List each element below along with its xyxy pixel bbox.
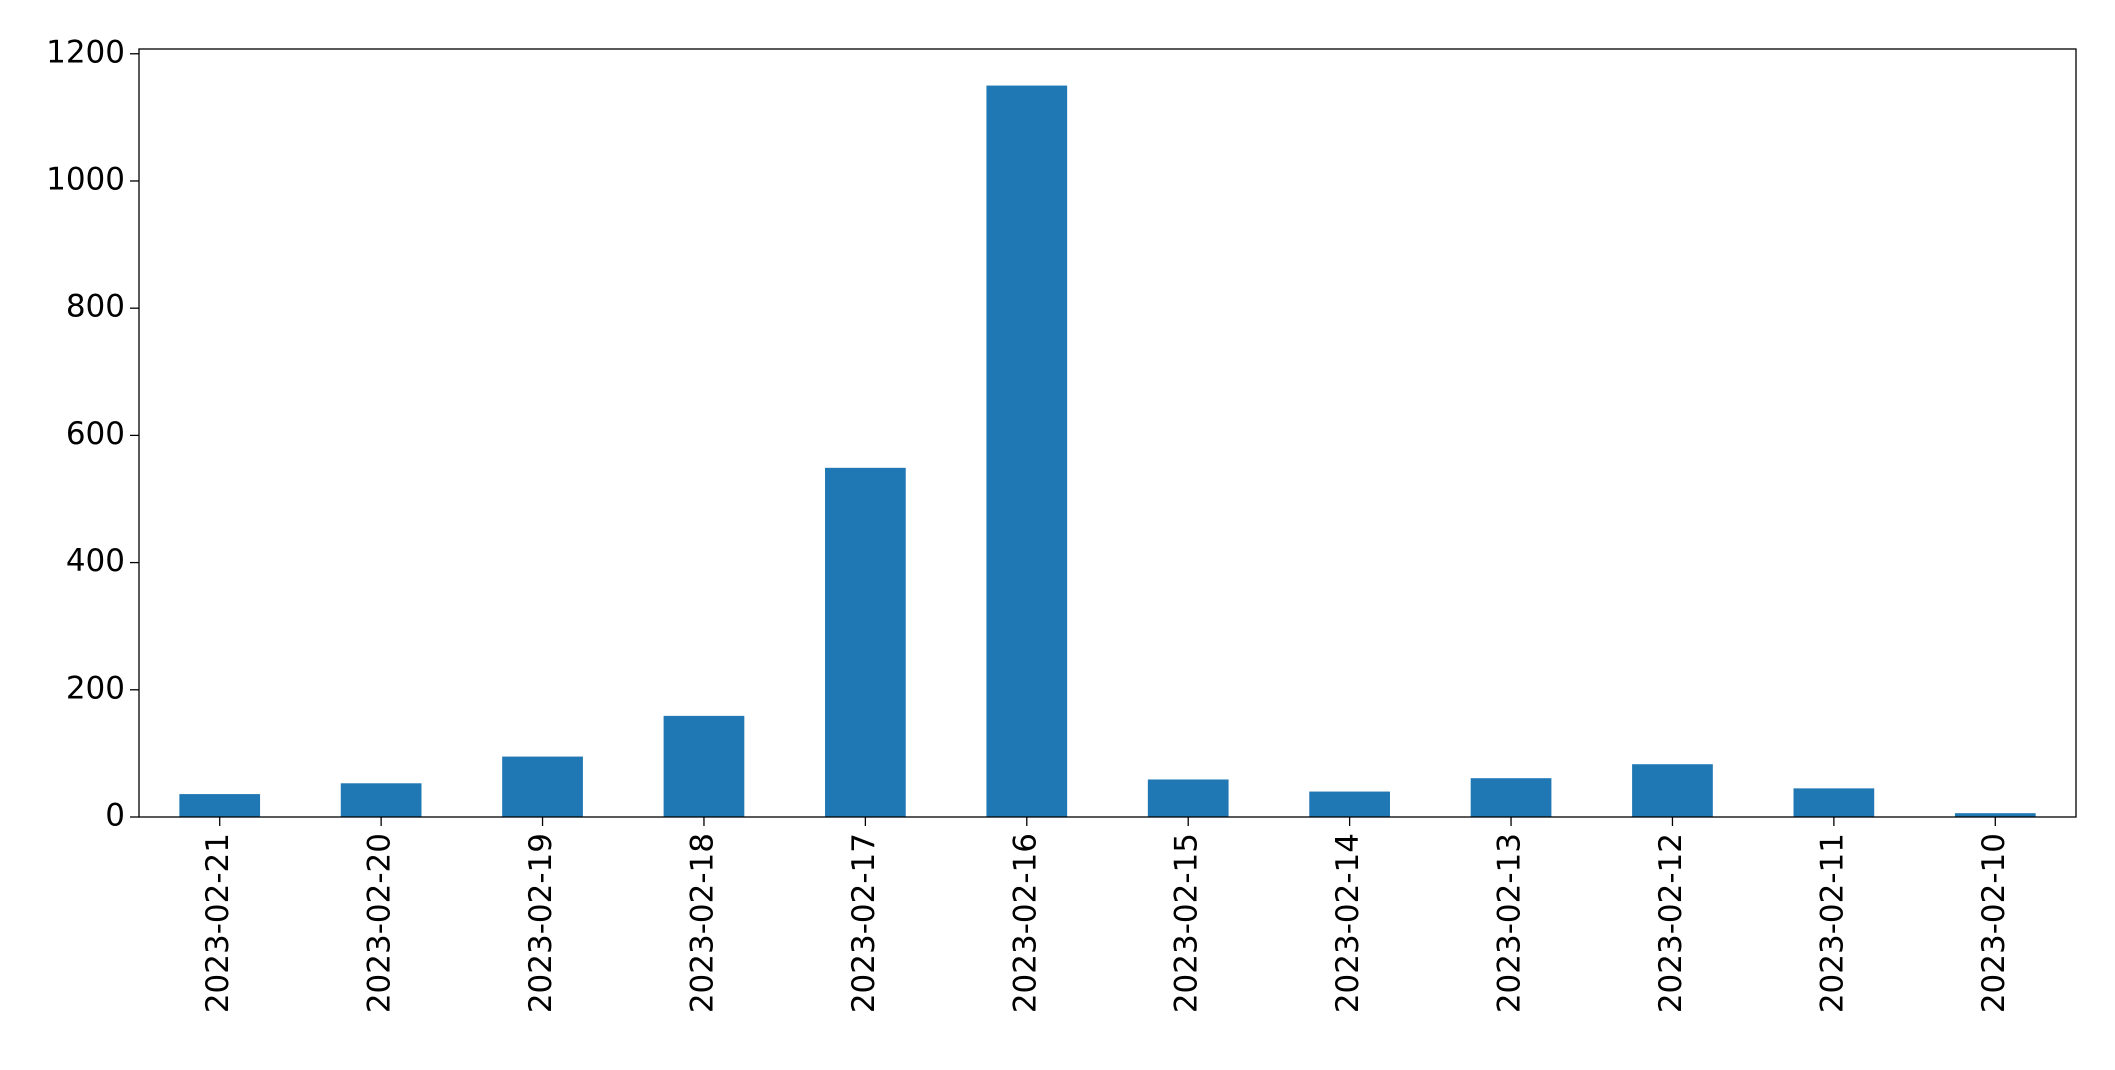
bar: [340, 783, 422, 817]
x-tick-label: 2023-02-13: [1492, 833, 1528, 1013]
y-tick-label: 0: [105, 798, 125, 834]
y-tick-label: 800: [66, 289, 125, 325]
bar: [1793, 788, 1875, 817]
x-tick-label: 2023-02-12: [1653, 833, 1689, 1013]
y-tick-label: 1000: [46, 161, 125, 197]
x-tick-label: 2023-02-19: [523, 833, 559, 1013]
y-tick-label: 600: [66, 416, 125, 452]
bar: [179, 794, 261, 817]
x-tick-label: 2023-02-17: [846, 833, 882, 1013]
x-tick-label: 2023-02-16: [1007, 833, 1043, 1013]
plot-frame: [138, 48, 2077, 818]
bar: [663, 715, 745, 817]
x-tick-label: 2023-02-20: [362, 833, 398, 1013]
bar: [1632, 764, 1713, 817]
bar: [825, 467, 906, 817]
y-tick-label: 400: [66, 543, 125, 579]
x-tick-label: 2023-02-18: [684, 833, 720, 1013]
x-tick-label: 2023-02-15: [1169, 833, 1205, 1013]
bar: [1470, 778, 1552, 817]
bar: [1954, 813, 2036, 817]
bar: [986, 85, 1068, 818]
x-tick-label: 2023-02-21: [200, 833, 236, 1013]
bar: [1309, 791, 1390, 817]
bar: [502, 756, 583, 817]
x-tick-label: 2023-02-11: [1814, 833, 1850, 1013]
bar: [1147, 779, 1229, 817]
y-tick-label: 1200: [46, 34, 125, 70]
x-tick-label: 2023-02-10: [1976, 833, 2012, 1013]
x-tick-label: 2023-02-14: [1330, 833, 1366, 1013]
y-tick-label: 200: [66, 670, 125, 706]
